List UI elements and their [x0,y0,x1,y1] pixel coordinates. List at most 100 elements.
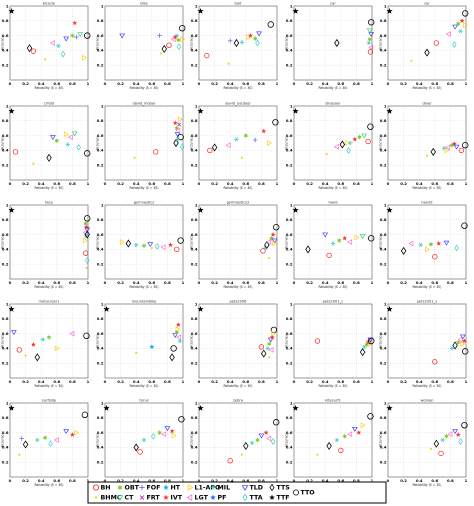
y-tick-label: 0.6 [380,33,387,38]
x-tick-label: 0.8 [447,280,454,285]
point-mil [141,437,147,443]
x-tick-label: 0.4 [227,478,234,483]
point-lgt [347,431,353,437]
point-tts [22,440,29,449]
point-bhmc [268,356,271,359]
plot-area [9,105,89,181]
x-tick-label: 0.8 [447,181,454,186]
point-mil [40,337,46,342]
point-tld [322,232,329,238]
x-tick-label: 0.8 [164,478,171,483]
x-tick-label: 0 [387,181,390,186]
y-tick-label: 1 [384,400,387,405]
point-lgt [160,244,166,251]
legend-item-lgt: LGT [186,494,209,502]
y-tick-label: 1 [6,103,9,108]
y-tick-label: 0.4 [286,247,293,252]
point-obt [337,237,342,244]
y-tick-label: 0.8 [380,217,387,222]
legend-label: CT [125,495,135,502]
panel-woman: woman 0 0.2 0.4 0.6 0.8 1 0.2 0.4 0.6 0.8 1 Reliabil… [379,399,468,488]
panel-title: pets2006 [230,300,248,304]
plot-area [293,402,373,478]
x-tick-label: 0.2 [400,478,407,483]
point-ct [366,28,373,34]
point-bhmc [410,59,413,62]
point-tts [433,439,440,448]
panel-title: david_indoor [132,102,156,106]
panel-zebra: zebra00.20.40.60.810.20.40.60.81Reliabil… [190,399,280,487]
x-tick-label: 0.2 [117,280,124,285]
x-tick-label: 0.2 [117,478,124,483]
panel-car: car 0 0.2 0.4 0.6 0.8 1 0.2 0.4 0.6 0.8 1 Reliabilit… [379,2,469,90]
plot-area [198,402,278,478]
point-bh [338,447,344,453]
plot-area [387,303,467,379]
point-mil [56,43,61,49]
point-l1-apg [175,326,181,333]
point-bh [326,252,332,258]
point-tld [147,242,154,248]
point-bh [83,250,89,256]
x-tick-label: 1 [182,81,185,86]
point-lgt [170,36,176,43]
x-tick-label: 0.6 [148,81,155,86]
x-tick-label: 0.2 [117,81,124,86]
point-ttf [292,206,299,213]
point-bh [438,450,444,456]
point-lgt [266,239,272,245]
y-axis-label: Accuracy [379,36,383,50]
x-tick-label: 0.2 [211,280,218,285]
point-tld [452,429,458,435]
point-tts [424,48,430,57]
plot-area [293,105,373,181]
panel-title: hand [328,201,337,205]
point-tld [368,32,375,38]
plot-area [9,5,89,81]
point-ttf [292,107,299,114]
point-l1-apg [177,116,183,123]
legend-item-ct: CT [116,495,135,502]
y-tick-label: 0.8 [191,18,198,23]
point-tto [273,419,280,426]
point-tld [453,144,460,150]
point-obt [157,430,162,436]
y-tick-label: 0.8 [380,118,387,123]
x-tick-label: 0.6 [431,478,438,483]
y-tick-label: 0.4 [191,247,198,252]
y-tick-label: 1 [6,301,9,306]
y-axis-label: Accuracy [285,433,289,447]
y-tick-label: 0.6 [286,33,293,38]
point-l1-apg [460,341,466,347]
point-tta [346,147,351,154]
point-bh [365,138,371,145]
point-mil [347,140,353,146]
x-axis-label: Reliability (S = 30) [413,384,442,388]
y-tick-label: 0.4 [286,48,293,53]
y-tick-label: 0.2 [380,361,387,366]
point-tto [368,235,375,242]
point-tts [339,140,346,149]
legend-marker-ct [116,495,124,501]
y-tick-label: 0.4 [97,346,104,351]
legend-label: FRT [147,495,161,502]
y-tick-label: 0.2 [97,163,104,168]
x-tick-label: 0.8 [164,379,171,384]
point-l1-apg [271,330,277,337]
y-tick-label: 0.4 [191,148,198,153]
x-tick-label: 0.8 [447,478,454,483]
x-tick-label: 0.4 [227,181,234,186]
x-tick-label: 0.2 [22,280,29,285]
point-obt [54,138,59,144]
point-ivt [352,136,358,142]
point-ttf [8,107,15,114]
x-tick-label: 0.6 [431,379,438,384]
point-tto [272,119,279,126]
point-fof [19,436,24,441]
point-ivt [455,432,461,437]
point-tto [367,123,374,130]
legend-label: TTO [301,490,316,497]
point-tta [76,144,81,151]
y-tick-label: 0.4 [286,148,293,153]
